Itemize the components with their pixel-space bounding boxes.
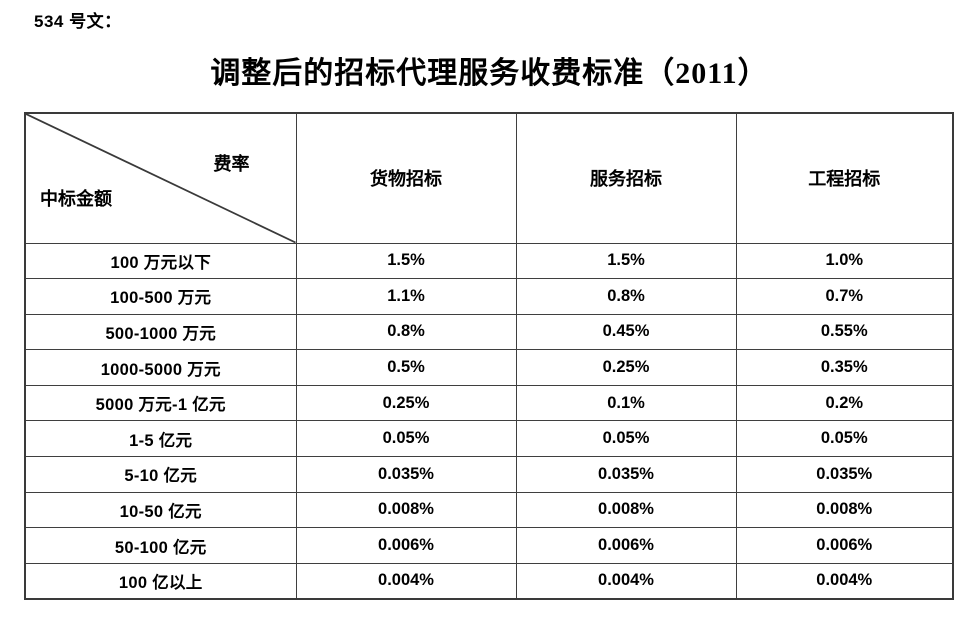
rate-cell: 0.004% xyxy=(735,562,954,600)
amount-cell: 1-5 亿元 xyxy=(24,420,297,458)
rate-cell: 0.7% xyxy=(735,278,954,315)
table-row: 100-500 万元 1.1% 0.8% 0.7% xyxy=(24,278,954,315)
amount-cell: 50-100 亿元 xyxy=(24,527,297,564)
rate-cell: 0.004% xyxy=(295,562,517,600)
doc-number-label: 534 号文： xyxy=(34,12,122,31)
rate-cell: 0.006% xyxy=(515,527,737,564)
header-row: 费率 中标金额 货物招标 服务招标 工程招标 xyxy=(24,112,954,244)
column-header-engineering: 工程招标 xyxy=(735,112,954,244)
table-row: 50-100 亿元 0.006% 0.006% 0.006% xyxy=(24,527,954,564)
table-body: 100 万元以下 1.5% 1.5% 1.0% 100-500 万元 1.1% 0.8% 0.… xyxy=(24,242,954,600)
rate-cell: 0.008% xyxy=(735,491,954,529)
table-row: 1-5 亿元 0.05% 0.05% 0.05% xyxy=(24,420,954,458)
rate-cell: 0.5% xyxy=(295,349,517,386)
corner-label-rate: 费率 xyxy=(213,154,250,174)
amount-cell: 500-1000 万元 xyxy=(24,313,297,351)
table-row: 10-50 亿元 0.008% 0.008% 0.008% xyxy=(24,491,954,529)
rate-cell: 1.1% xyxy=(295,278,517,315)
rate-cell: 0.25% xyxy=(295,384,517,422)
table-row: 5000 万元-1 亿元 0.25% 0.1% 0.2% xyxy=(24,384,954,422)
rate-cell: 0.35% xyxy=(735,349,954,386)
rate-cell: 0.2% xyxy=(735,384,954,422)
table-row: 500-1000 万元 0.8% 0.45% 0.55% xyxy=(24,313,954,351)
rate-cell: 1.0% xyxy=(735,242,954,280)
amount-cell: 5000 万元-1 亿元 xyxy=(24,384,297,422)
amount-cell: 100 万元以下 xyxy=(24,242,297,280)
page-title: 调整后的招标代理服务收费标准（2011） xyxy=(210,57,769,90)
rate-cell: 0.008% xyxy=(515,491,737,529)
rate-cell: 0.05% xyxy=(515,420,737,458)
rate-cell: 0.05% xyxy=(735,420,954,458)
rate-cell: 0.45% xyxy=(515,313,737,351)
rate-cell: 0.006% xyxy=(295,527,517,564)
rate-cell: 0.035% xyxy=(735,456,954,493)
rate-cell: 0.55% xyxy=(735,313,954,351)
rate-cell: 0.008% xyxy=(295,491,517,529)
rate-cell: 0.8% xyxy=(295,313,517,351)
rate-cell: 0.25% xyxy=(515,349,737,386)
rate-cell: 0.004% xyxy=(515,562,737,600)
column-header-services: 服务招标 xyxy=(515,112,737,244)
rate-cell: 1.5% xyxy=(295,242,517,280)
rate-cell: 0.035% xyxy=(515,456,737,493)
table-row: 5-10 亿元 0.035% 0.035% 0.035% xyxy=(24,456,954,493)
rate-cell: 0.035% xyxy=(295,456,517,493)
table-row: 100 万元以下 1.5% 1.5% 1.0% xyxy=(24,242,954,280)
amount-cell: 100-500 万元 xyxy=(24,278,297,315)
diagonal-divider-line xyxy=(26,114,296,243)
amount-cell: 10-50 亿元 xyxy=(24,491,297,529)
table-row: 100 亿以上 0.004% 0.004% 0.004% xyxy=(24,562,954,600)
rate-cell: 0.006% xyxy=(735,527,954,564)
corner-label-amount: 中标金额 xyxy=(40,189,112,209)
rate-cell: 0.1% xyxy=(515,384,737,422)
column-header-goods: 货物招标 xyxy=(295,112,517,244)
corner-header-cell: 费率 中标金额 xyxy=(24,112,297,244)
table-row: 1000-5000 万元 0.5% 0.25% 0.35% xyxy=(24,349,954,386)
rate-cell: 1.5% xyxy=(515,242,737,280)
amount-cell: 1000-5000 万元 xyxy=(24,349,297,386)
rate-cell: 0.8% xyxy=(515,278,737,315)
amount-cell: 5-10 亿元 xyxy=(24,456,297,493)
amount-cell: 100 亿以上 xyxy=(24,562,297,600)
rate-cell: 0.05% xyxy=(295,420,517,458)
fee-standard-table: 费率 中标金额 货物招标 服务招标 工程招标 100 万元以下 1.5% 1.5% 1… xyxy=(24,112,954,600)
